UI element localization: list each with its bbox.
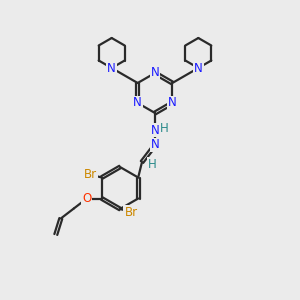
Text: N: N: [168, 97, 177, 110]
Text: Br: Br: [124, 206, 138, 218]
Text: N: N: [151, 67, 159, 80]
Text: N: N: [107, 61, 116, 74]
Text: N: N: [151, 124, 159, 136]
Text: O: O: [82, 192, 92, 205]
Text: N: N: [133, 97, 142, 110]
Text: H: H: [148, 158, 156, 170]
Text: Br: Br: [84, 168, 98, 181]
Text: H: H: [160, 122, 168, 136]
Text: N: N: [151, 139, 159, 152]
Text: N: N: [194, 61, 203, 74]
